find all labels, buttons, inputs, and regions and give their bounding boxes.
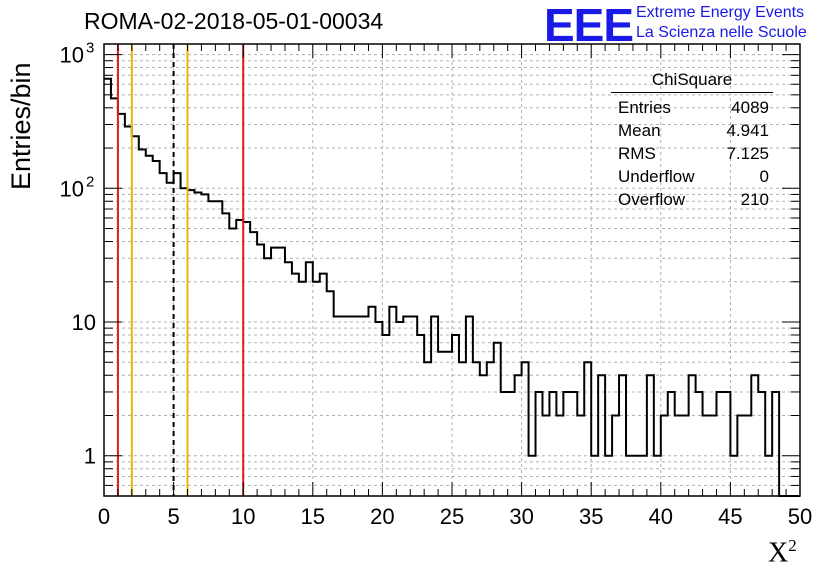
reference-lines: [116, 44, 245, 496]
x-tick-label: 35: [579, 504, 603, 529]
axis-ticks: [103, 44, 801, 497]
x-axis-label: X2: [768, 536, 797, 569]
stats-label: RMS: [618, 144, 656, 163]
chart-title: ROMA-02-2018-05-01-00034: [84, 8, 384, 34]
stats-label: Underflow: [618, 167, 695, 186]
stats-title: ChiSquare: [611, 70, 773, 93]
y-tick-label-exponent: 2: [86, 173, 94, 190]
x-tick-label: 0: [98, 504, 110, 529]
eee-logo: EEE: [544, 0, 634, 51]
y-tick-label: 10: [60, 176, 84, 201]
x-tick-label: 15: [301, 504, 325, 529]
stats-value: 4.941: [726, 121, 769, 140]
y-tick-label-exponent: 3: [86, 40, 94, 57]
stats-box: ChiSquare Entries 4089 Mean 4.941 RMS 7.…: [611, 70, 773, 211]
x-tick-label: 20: [370, 504, 394, 529]
stats-label: Overflow: [618, 190, 686, 209]
stats-value: 4089: [731, 98, 769, 117]
x-tick-label: 25: [440, 504, 464, 529]
y-tick-label: 10: [60, 43, 84, 68]
histogram: [104, 77, 800, 497]
stats-label: Entries: [618, 98, 671, 117]
y-tick-label: 1: [84, 444, 96, 469]
x-axis-label-base: X: [768, 537, 789, 569]
x-tick-label: 10: [231, 504, 255, 529]
stats-value: 7.125: [726, 144, 769, 163]
stats-label: Mean: [618, 121, 661, 140]
x-axis-label-sup: 2: [788, 536, 797, 555]
x-tick-label: 5: [167, 504, 179, 529]
x-tick-label: 40: [649, 504, 673, 529]
stats-row-rms: RMS 7.125: [611, 142, 773, 165]
stats-value: 210: [740, 190, 769, 209]
histogram-step-line: [104, 77, 800, 497]
logo-line-2: La Scienza nelle Scuole: [636, 24, 807, 41]
logo-line-1: Extreme Energy Events: [636, 4, 805, 21]
stats-row-entries: Entries 4089: [611, 96, 773, 119]
x-tick-labels: 0 5 10 15 20 25 30 35 40 45 50: [98, 504, 812, 529]
y-axis-label: Entries/bin: [6, 62, 36, 190]
x-tick-label: 45: [718, 504, 742, 529]
stats-row-overflow: Overflow 210: [611, 188, 773, 211]
x-tick-label: 30: [509, 504, 533, 529]
stats-value: 0: [759, 167, 769, 186]
y-tick-label: 10: [72, 310, 96, 335]
stats-row-underflow: Underflow 0: [611, 165, 773, 188]
stats-row-mean: Mean 4.941: [611, 119, 773, 142]
x-tick-label: 50: [788, 504, 812, 529]
